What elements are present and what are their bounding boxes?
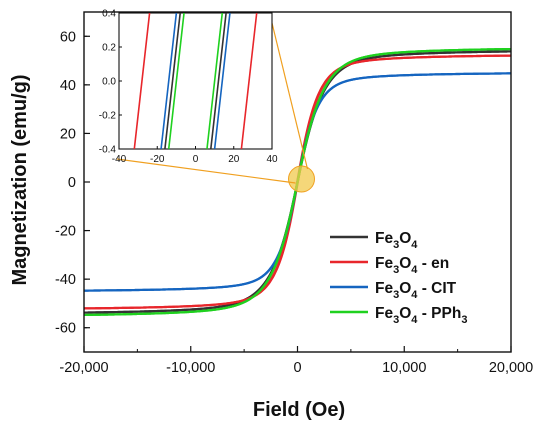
- x-tick-label: 10,000: [382, 360, 426, 376]
- inset-y-tick-label: 0.4: [102, 9, 116, 20]
- inset-layer: -40 -20 0 20 40 -0.4 -0.2 0.0 0.2 0.4: [99, 9, 315, 193]
- inset-line-fe3o4-cit: [213, 12, 231, 150]
- inset-line-fe3o4: [164, 12, 181, 150]
- inset-line-fe3o4-en: [240, 12, 258, 150]
- inset-line-fe3o4-en: [133, 12, 151, 150]
- inset-line-fe3o4-cit: [160, 12, 178, 150]
- x-tick-label: 0: [293, 360, 301, 376]
- legend-label: Fe3O4 - en: [375, 255, 449, 276]
- x-axis-title: Field (Oe): [253, 399, 345, 421]
- inset-x-tick-label: 20: [228, 154, 240, 165]
- inset-y-tick-label: 0.2: [102, 43, 116, 54]
- y-tick-label: -20: [55, 224, 76, 240]
- legend-layer: Fe3O4 Fe3O4 - en Fe3O4 - CIT Fe3O4 - PPh3: [330, 230, 467, 326]
- inset-y-tick-label: -0.2: [99, 111, 117, 122]
- legend-label: Fe3O4 - PPh3: [375, 305, 467, 326]
- inset-x-tick-label: -40: [112, 154, 127, 165]
- y-tick-label: 20: [60, 126, 76, 142]
- axes-layer: -20,000 -10,000 0 10,000 20,000 -60 -40 -20 0 20 4…: [55, 11, 533, 376]
- inset-x-tick-label: -20: [150, 154, 165, 165]
- origin-highlight: [288, 165, 315, 193]
- inset-y-tick-label: 0.0: [102, 77, 116, 88]
- x-tick-label: 20,000: [489, 360, 533, 376]
- x-tick-label: -10,000: [166, 360, 215, 376]
- x-tick-label: -20,000: [59, 360, 108, 376]
- inset-frame: [118, 12, 273, 150]
- inset-line-fe3o4-pph3: [167, 12, 185, 150]
- y-axis-title: Magnetization (emu/g): [9, 74, 31, 285]
- y-tick-label: 0: [68, 175, 76, 191]
- legend-label: Fe3O4 - CIT: [375, 280, 457, 301]
- inset-connector: [116, 158, 296, 184]
- inset-x-tick-label: 40: [266, 154, 278, 165]
- y-tick-label: -40: [55, 272, 76, 288]
- y-tick-label: 60: [60, 29, 76, 45]
- inset-y-tick-label: -0.4: [99, 145, 117, 156]
- y-tick-label: 40: [60, 78, 76, 94]
- inset-connector: [271, 22, 309, 170]
- y-tick-label: -60: [55, 321, 76, 337]
- legend-label: Fe3O4: [375, 230, 418, 251]
- inset-x-tick-label: 0: [193, 154, 199, 165]
- inset-line-fe3o4-pph3: [206, 12, 224, 150]
- inset-line-fe3o4: [210, 12, 227, 150]
